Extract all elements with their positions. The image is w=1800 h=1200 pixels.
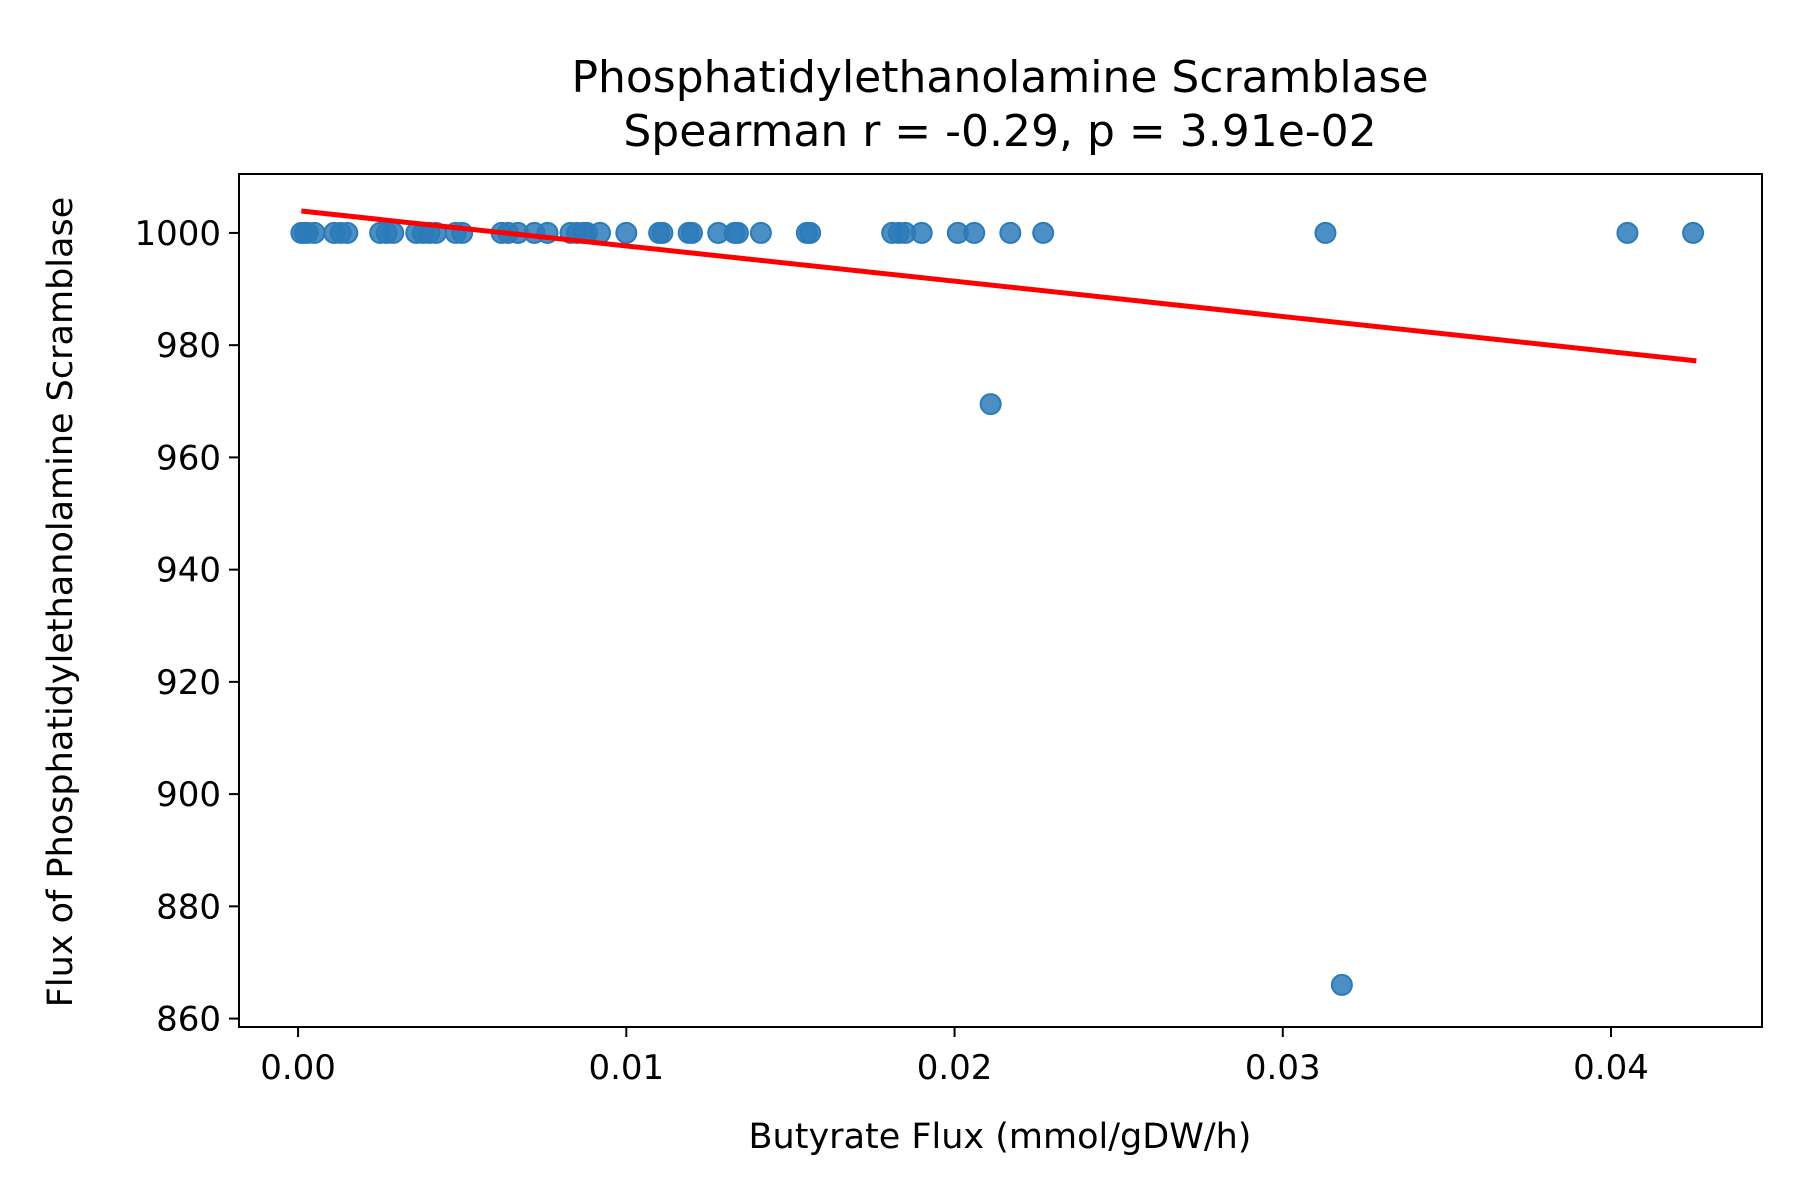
x-axis-label: Butyrate Flux (mmol/gDW/h) (749, 1117, 1252, 1157)
plot-area (238, 173, 1763, 1028)
x-tick-label: 0.02 (917, 1048, 993, 1088)
data-point (1314, 221, 1337, 244)
data-point (799, 221, 822, 244)
chart-title: Phosphatidylethanolamine Scramblase (571, 52, 1428, 103)
y-tick-label: 980 (156, 326, 221, 366)
y-tick-label: 1000 (134, 214, 221, 254)
data-point (749, 221, 772, 244)
data-point (680, 221, 703, 244)
x-tick-label: 0.01 (588, 1048, 664, 1088)
y-axis-label: Flux of Phosphatidylethanolamine Scrambl… (41, 197, 81, 1008)
y-tick-label: 860 (156, 1000, 221, 1040)
data-point (615, 221, 638, 244)
data-point (910, 221, 933, 244)
chart-subtitle: Spearman r = -0.29, p = 3.91e-02 (623, 106, 1376, 157)
y-tick-label: 900 (156, 775, 221, 815)
data-point (979, 393, 1002, 416)
y-axis-ticks: 860 880 900 920 940 960 980 1000 (134, 214, 239, 1040)
x-tick-label: 0.00 (260, 1048, 336, 1088)
data-point (1330, 973, 1353, 996)
data-point (726, 221, 749, 244)
y-tick-label: 920 (156, 663, 221, 703)
data-point (1032, 221, 1055, 244)
regression-line (301, 208, 1697, 364)
y-tick-label: 880 (156, 887, 221, 927)
data-point (1682, 221, 1705, 244)
data-point (382, 221, 405, 244)
data-point (999, 221, 1022, 244)
x-tick-label: 0.04 (1573, 1048, 1649, 1088)
data-point (651, 221, 674, 244)
x-tick-label: 0.03 (1245, 1048, 1321, 1088)
data-point (336, 221, 359, 244)
data-point (963, 221, 986, 244)
data-point (303, 221, 326, 244)
x-axis-ticks: 0.00 0.01 0.02 0.03 0.04 (260, 1027, 1649, 1088)
y-tick-label: 940 (156, 551, 221, 591)
y-tick-label: 960 (156, 438, 221, 478)
data-point (1616, 221, 1639, 244)
